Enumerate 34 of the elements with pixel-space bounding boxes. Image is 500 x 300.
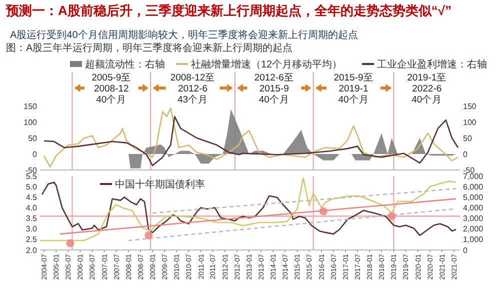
text: 2019-1至 2022-6 40个月 [407,72,447,106]
y2-tick-label: 150 [463,102,477,111]
chart-title: 预测一：A股前稳后升，三季度迎来新上行周期起点，全年的走势态势类似“√” [5,3,452,18]
text: 2008-12至 2012-6 43个月 [170,72,216,106]
y2-tick-label: 5,000 [463,192,484,202]
y2-tick-label: 50 [463,134,472,143]
legend-label: 工业企业盈利增速：右轴 [377,58,487,70]
legend-label: 中国十年期国债利率 [115,178,205,190]
y2-tick-label: 4,000 [463,204,484,213]
y-tick-label: 5.0 [26,182,38,192]
y-tick-label: 100 [24,118,38,127]
legend-label: 超额流动性：右轴 [85,58,165,70]
y-tick-label: 4.5 [26,192,38,202]
y-tick-label: 50 [28,134,38,143]
y-tick-label: 4.0 [26,204,38,213]
text: 图：A股三年半运行周期，明年三季度将会迎来新上行周期的起点 [6,42,293,54]
y-tick-label: 150 [24,102,38,111]
y2-tick-label: 3,000 [463,214,484,224]
y-tick-label: 0 [32,150,38,159]
chart-subtitle: A股运行受到40个月信用周期影响较大，明年三季度将会迎来新上行周期的起点 [10,29,358,41]
y2-tick-label: 1,000 [463,235,484,244]
y2-tick-label: 0 [463,246,468,255]
y-tick-label: 2.5 [26,235,38,244]
text: 2005-9至 2008-12 40个月 [92,72,132,106]
y-tick-label: 2.0 [26,246,38,255]
y2-tick-label: 0 [463,150,468,159]
y-tick-label: 3.5 [26,214,38,224]
y2-tick-label: 6,000 [463,182,484,192]
text: 2012-6至 2015-9 40个月 [254,72,294,106]
legend-label: 社融增量增速（12个月移动平均） [191,58,342,70]
text: 2015-9至 2019-1 40个月 [334,72,374,106]
y2-tick-label: 100 [463,118,477,127]
y-tick-label: 3.0 [26,224,38,234]
y2-tick-label: 2,000 [463,224,484,234]
